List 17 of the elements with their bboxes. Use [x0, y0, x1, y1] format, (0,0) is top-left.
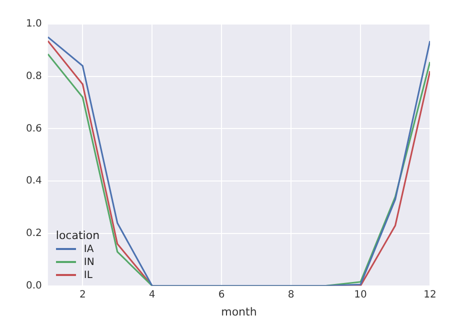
x-tick-label: 12: [424, 289, 436, 300]
y-tick-label: 0.6: [26, 123, 42, 134]
y-tick-label: 1.0: [26, 18, 42, 30]
y-tick-label: 0.2: [26, 228, 42, 240]
legend-label: IA: [84, 242, 94, 256]
x-axis-title: month: [221, 305, 257, 318]
y-tick-label: 0.8: [26, 70, 42, 82]
y-tick-label: 0.4: [26, 176, 42, 187]
x-tick-label: 10: [354, 289, 367, 300]
x-tick-label: 8: [288, 289, 294, 300]
legend-title: location: [56, 228, 100, 242]
legend-label: IL: [84, 268, 92, 282]
x-tick-label: 4: [148, 289, 156, 300]
y-tick-label: 0.0: [26, 280, 42, 292]
x-tick-label: 6: [218, 289, 225, 300]
legend-label: IN: [84, 256, 94, 269]
x-tick-label: 2: [79, 289, 86, 300]
